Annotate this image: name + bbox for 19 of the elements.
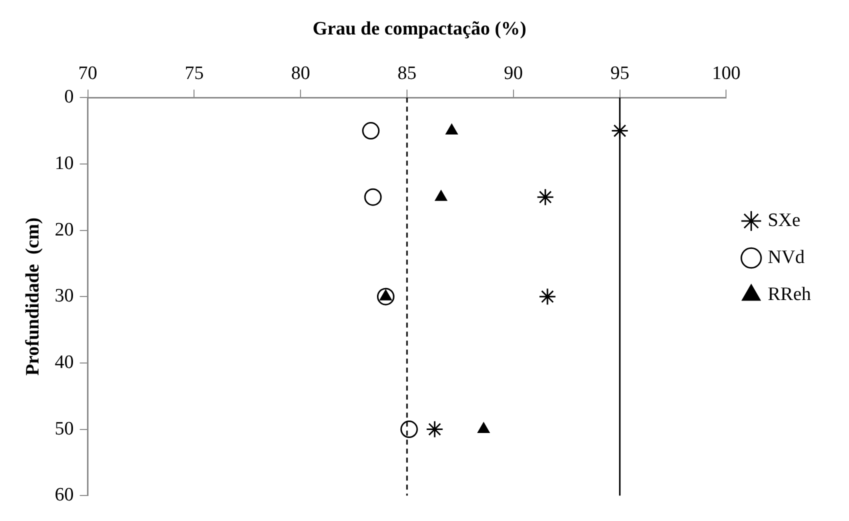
x-tick-label: 95 bbox=[610, 63, 630, 84]
y-tick-label: 0 bbox=[64, 86, 74, 108]
y-tick-label: 20 bbox=[54, 219, 74, 240]
x-tick-label: 75 bbox=[184, 63, 204, 84]
y-tick-label: 50 bbox=[54, 418, 74, 440]
y-axis-title: Profundidade (cm) bbox=[22, 218, 44, 376]
y-tick-label: 40 bbox=[54, 352, 74, 373]
x-tick-label: 70 bbox=[78, 63, 98, 84]
y-tick-label: 60 bbox=[54, 484, 74, 506]
y-tick-label: 30 bbox=[54, 286, 74, 307]
legend-label: SXe bbox=[768, 210, 800, 231]
x-tick-label: 90 bbox=[504, 63, 523, 84]
legend-label: RReh bbox=[768, 284, 812, 305]
chart-title: Grau de compactação (%) bbox=[312, 18, 526, 40]
x-tick-label: 85 bbox=[398, 63, 417, 84]
y-tick-label: 10 bbox=[54, 152, 74, 174]
legend-label: NVd bbox=[768, 246, 806, 268]
x-tick-label: 80 bbox=[291, 63, 310, 84]
x-tick-label: 100 bbox=[712, 63, 740, 84]
